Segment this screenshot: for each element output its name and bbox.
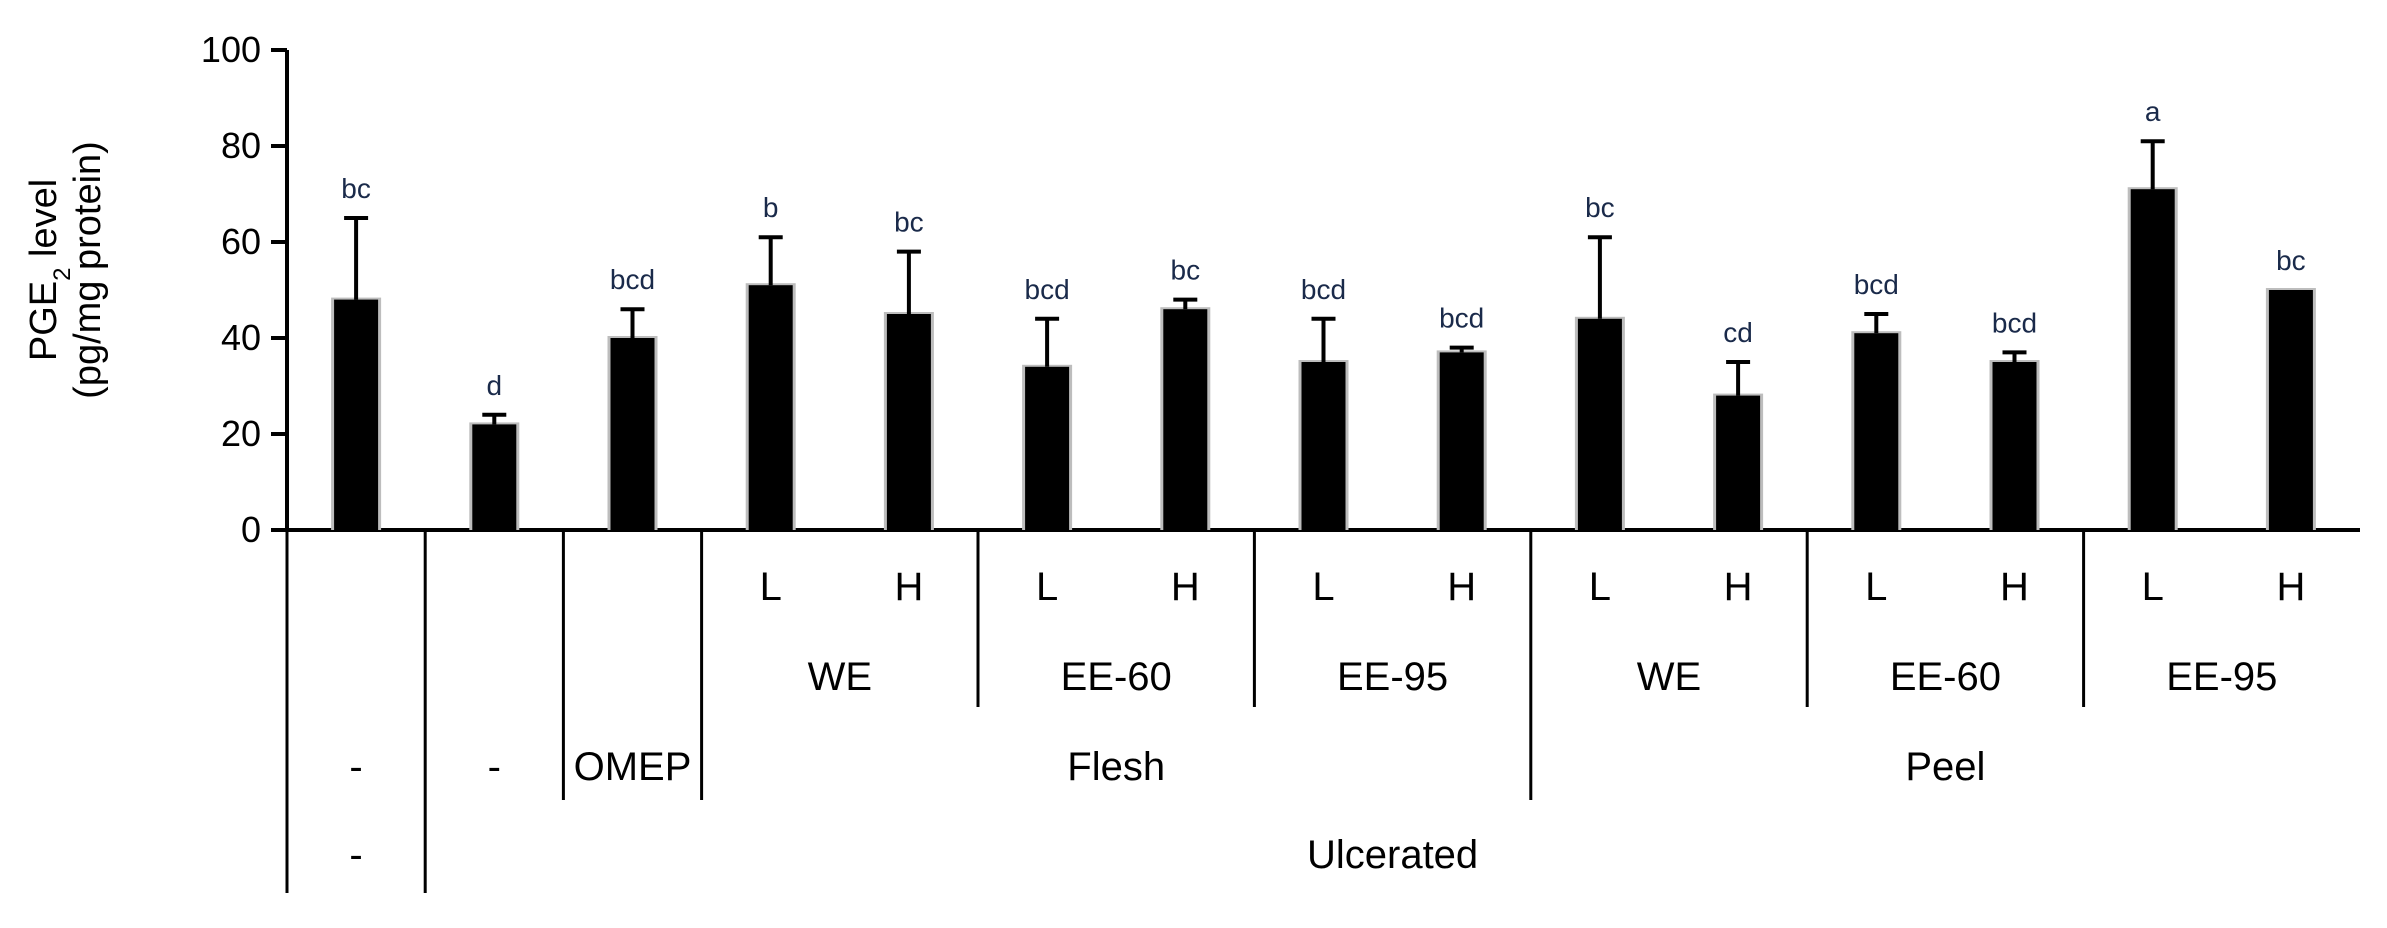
bar (1716, 395, 1761, 530)
dose-label: L (1589, 565, 1611, 609)
significance-label: bcd (1301, 274, 1346, 305)
dose-label: L (1036, 565, 1058, 609)
extract-label: EE-95 (2166, 655, 2277, 699)
bar (334, 299, 379, 530)
dose-label: H (1447, 565, 1476, 609)
significance-label: bcd (1992, 307, 2037, 338)
bar (886, 314, 931, 530)
significance-label: bc (894, 207, 924, 238)
significance-label: cd (1723, 317, 1753, 348)
y-tick-label: 60 (221, 221, 261, 262)
category-axis: L H L H L H L H L H L H WE EE-60 EE-95 WE EE-60 EE-95 - - OM… (285, 530, 2305, 893)
y-tick-label: 80 (221, 125, 261, 166)
significance-label: b (763, 192, 779, 223)
bar (1163, 309, 1208, 530)
y-tick-label: 20 (221, 413, 261, 454)
bar (1854, 333, 1899, 530)
significance-label: d (487, 370, 503, 401)
group-label: - (349, 745, 362, 789)
significance-label: bcd (1854, 269, 1899, 300)
significance-label: bc (1585, 192, 1615, 223)
bar (748, 285, 793, 530)
significance-label: bcd (610, 264, 655, 295)
group-label: OMEP (574, 745, 692, 789)
status-label: Ulcerated (1307, 833, 1478, 877)
bar (2130, 189, 2175, 530)
significance-label: bc (1171, 255, 1201, 286)
significance-label: bc (341, 173, 371, 204)
bar (2268, 290, 2313, 530)
y-tick-label: 40 (221, 317, 261, 358)
significance-label: bcd (1439, 303, 1484, 334)
group-label: Peel (1905, 745, 1985, 789)
dose-label: L (1312, 565, 1334, 609)
y-tick-label: 100 (201, 29, 261, 70)
dose-label: L (760, 565, 782, 609)
dose-label: H (1724, 565, 1753, 609)
bar (1577, 318, 1622, 530)
dose-label: L (1865, 565, 1887, 609)
bar (1025, 366, 1070, 530)
dose-label: L (2142, 565, 2164, 609)
significance-label: a (2145, 96, 2161, 127)
status-label: - (349, 833, 362, 877)
bar (1301, 362, 1346, 530)
y-axis-label-line2: (pg/mg protein) (67, 141, 109, 399)
significance-label: bc (2276, 245, 2306, 276)
bar (472, 424, 517, 530)
bar (1992, 362, 2037, 530)
y-axis-label-line1: PGE2 level (23, 179, 76, 361)
extract-label: WE (808, 655, 872, 699)
dose-label: H (2000, 565, 2029, 609)
bar (1439, 352, 1484, 530)
dose-label: H (1171, 565, 1200, 609)
extract-label: WE (1637, 655, 1701, 699)
group-label: - (488, 745, 501, 789)
group-label: Flesh (1067, 745, 1165, 789)
dose-label: H (2276, 565, 2305, 609)
extract-label: EE-95 (1337, 655, 1448, 699)
extract-label: EE-60 (1890, 655, 2001, 699)
dose-label: H (894, 565, 923, 609)
bar (610, 338, 655, 530)
y-tick-label: 0 (241, 509, 261, 550)
significance-label: bcd (1025, 274, 1070, 305)
extract-label: EE-60 (1061, 655, 1172, 699)
